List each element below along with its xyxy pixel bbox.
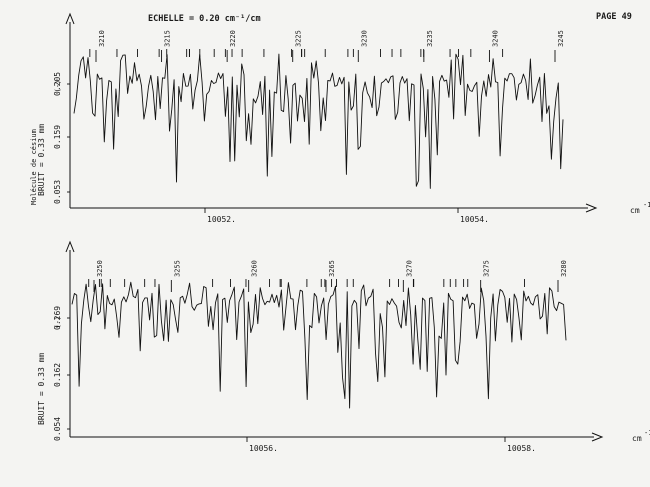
y-tick-label: 0.205: [53, 72, 62, 96]
line-id-label: 3230: [360, 30, 368, 47]
page-number: PAGE 49: [596, 12, 632, 22]
y-tick-label: 0.053: [53, 180, 62, 204]
line-id-label: 3235: [426, 30, 434, 47]
x-axis-arrow: [585, 203, 598, 213]
svg-text:-1: -1: [643, 201, 650, 209]
scale-label: ECHELLE = 0.20 cm⁻¹/cm: [148, 14, 261, 24]
svg-text:cm: cm: [632, 434, 642, 443]
spectrum-panel-top: 0.205 0.159 0.053 (-) BRUIT = 0.33 mm 10052. 1…: [37, 12, 598, 224]
svg-text:-1: -1: [644, 429, 650, 437]
line-id-label: 3280: [560, 260, 568, 277]
spectrum-panel-bottom: 0.269 0.162 0.054 (-) BRUIT = 0.33 mm 10056. 1…: [37, 240, 604, 453]
y-axis-arrow: [65, 12, 75, 25]
svg-text:cm: cm: [630, 206, 640, 215]
y-axis-arrow: [65, 240, 75, 253]
line-id-label: 3215: [164, 30, 172, 47]
x-tick-label: 10056.: [249, 444, 278, 453]
molecule-label: Molécule de césium: [30, 129, 38, 205]
line-id-label: 3250: [96, 260, 104, 277]
spectrum-trace: [71, 281, 567, 409]
line-id-label: 3275: [483, 260, 491, 277]
noise-label: BRUIT = 0.33 mm: [37, 124, 46, 196]
x-tick-label: 10054.: [460, 215, 489, 224]
line-id-label: 3255: [173, 260, 181, 277]
line-id-label: 3220: [229, 30, 237, 47]
unit-label-top: cm -1: [630, 201, 650, 215]
line-id-label: 3210: [98, 30, 106, 47]
y-tick-label: 0.162: [53, 363, 62, 387]
x-tick-label: 10058.: [507, 444, 536, 453]
noise-label: BRUIT = 0.33 mm: [37, 353, 46, 425]
y-tick-label: 0.269: [53, 306, 62, 330]
spectrum-trace: [73, 53, 564, 189]
y-axis-title: (-): [54, 80, 62, 93]
line-id-label: 3225: [295, 30, 303, 47]
y-axis-title: (-): [54, 316, 62, 329]
line-id-label: 3270: [405, 260, 413, 277]
unit-label-bottom: cm -1: [632, 429, 650, 443]
x-axis-arrow: [591, 432, 604, 442]
x-tick-label: 10052.: [207, 215, 236, 224]
y-tick-label: 0.159: [53, 125, 62, 149]
line-id-label: 3240: [491, 30, 499, 47]
line-id-label: 3245: [557, 30, 565, 47]
y-tick-label: 0.054: [53, 417, 62, 441]
line-id-label: 3265: [328, 260, 336, 277]
line-id-label: 3260: [251, 260, 259, 277]
